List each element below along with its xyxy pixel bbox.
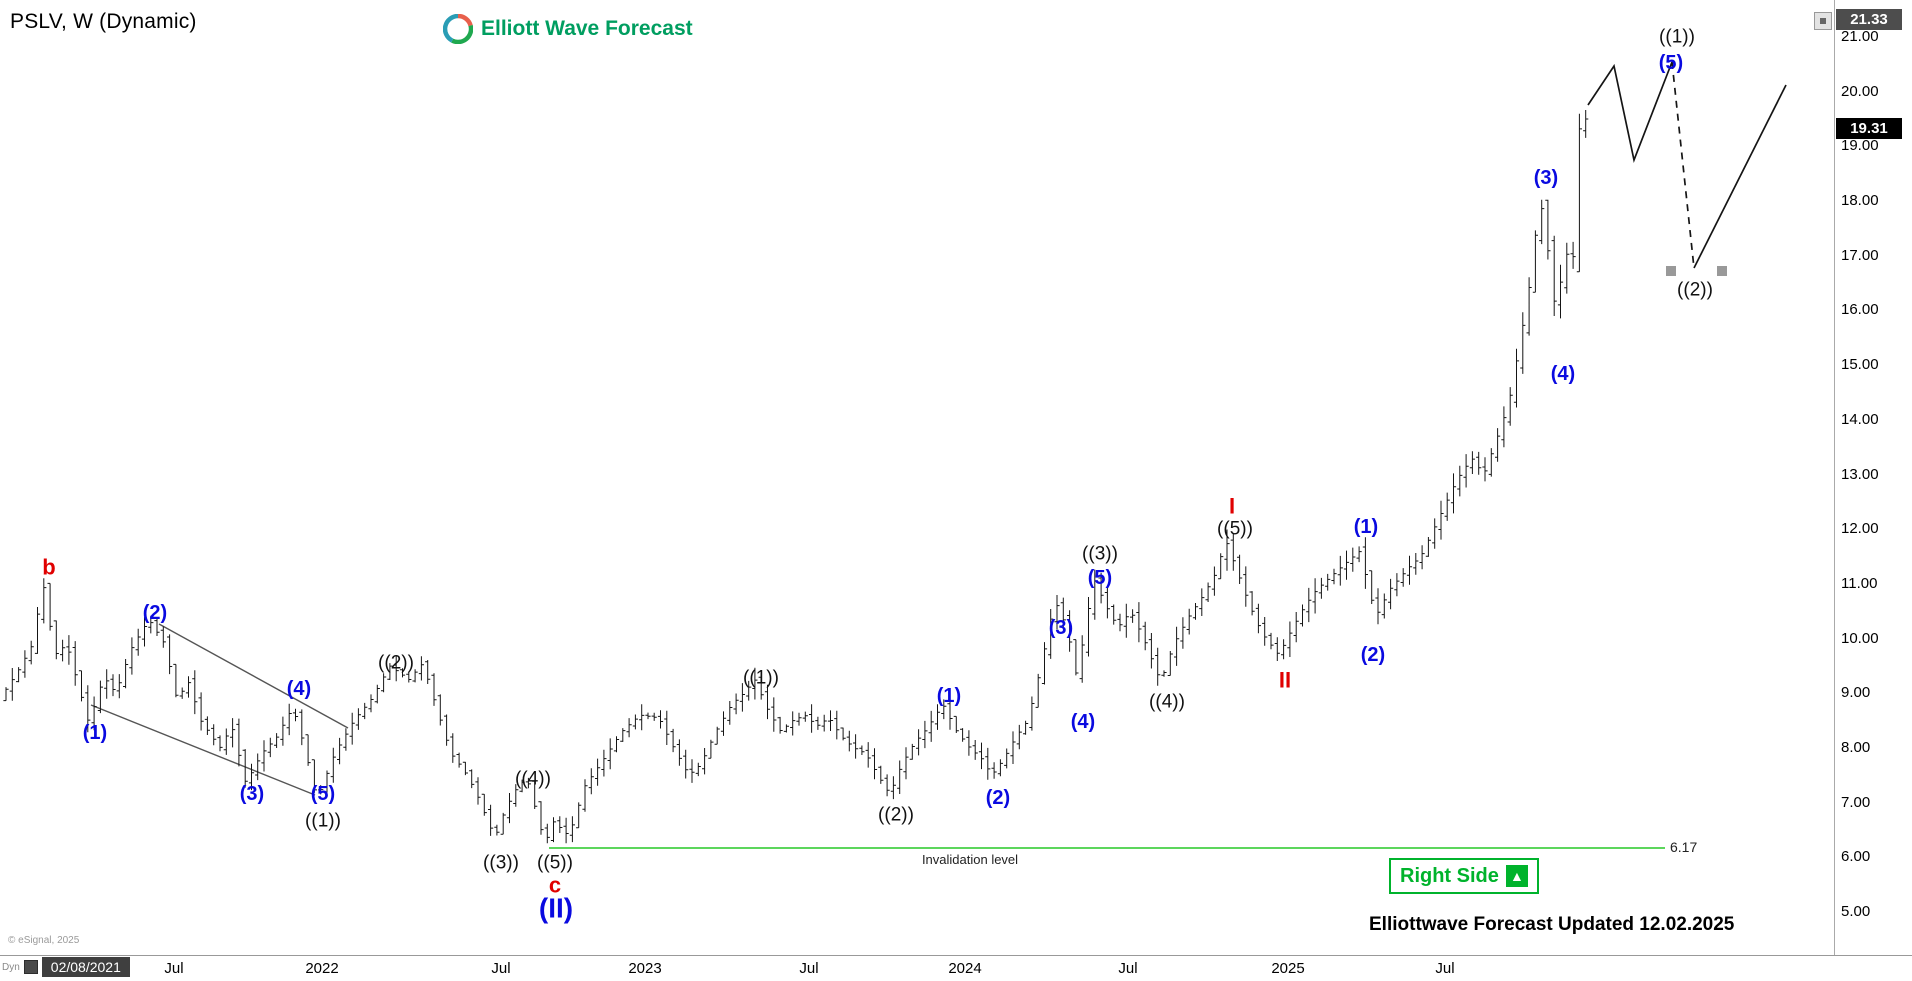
calendar-icon[interactable] <box>23 960 38 974</box>
invalidation-price-label: 6.17 <box>1670 839 1698 855</box>
price-tick-label: 18.00 <box>1841 192 1879 210</box>
wave-label[interactable]: b <box>42 555 55 580</box>
price-scale-menu-glyph <box>1820 18 1826 24</box>
brand-name: Elliott Wave Forecast <box>481 17 693 40</box>
wave-label[interactable]: (2) <box>986 787 1010 809</box>
time-tick-label: Jul <box>1118 960 1138 977</box>
invalidation-label: Invalidation level <box>921 852 1019 867</box>
price-tick-label: 19.00 <box>1841 137 1879 155</box>
projected-path[interactable] <box>1587 61 1673 163</box>
line-handle[interactable] <box>1666 266 1676 276</box>
wave-label[interactable]: I <box>1229 494 1235 519</box>
price-tick-label: 9.00 <box>1841 684 1871 702</box>
time-tick-label: 2022 <box>305 960 339 977</box>
wave-label[interactable]: (1) <box>937 685 961 707</box>
right-side-label: Right Side <box>1400 864 1499 887</box>
wave-label[interactable]: (1) <box>83 722 107 744</box>
price-axis[interactable]: 21.33 19.31 21.00 20.00 19.00 18.00 17.00 16.… <box>1834 0 1912 955</box>
up-arrow-icon: ▲ <box>1505 865 1528 887</box>
price-tick-label: 11.00 <box>1841 574 1878 592</box>
wave-label[interactable]: (2) <box>1361 644 1385 666</box>
brand-logo-icon <box>443 14 473 44</box>
wave-label[interactable]: (4) <box>287 678 311 700</box>
wave-label[interactable]: c <box>549 873 561 898</box>
ohlc-bars <box>3 110 1589 844</box>
wave-label[interactable]: ((2)) <box>878 805 914 826</box>
symbol-title: PSLV, W (Dynamic) <box>10 10 197 33</box>
wave-label[interactable]: (5) <box>1088 567 1112 589</box>
wave-label[interactable]: (II) <box>539 893 573 924</box>
time-tick-label: 2025 <box>1271 960 1305 977</box>
dynamic-mode-label[interactable]: Dyn <box>2 961 20 973</box>
price-tick-label: 17.00 <box>1841 246 1879 264</box>
price-tick-label: 7.00 <box>1841 793 1871 811</box>
wave-label[interactable]: ((2)) <box>378 653 414 674</box>
start-date-badge[interactable]: 02/08/2021 <box>41 957 130 977</box>
wave-label[interactable]: (3) <box>1534 167 1558 189</box>
wave-label[interactable]: ((1)) <box>743 668 779 689</box>
right-side-badge: Right Side ▲ <box>1389 858 1539 894</box>
time-tick-label: Jul <box>164 960 184 977</box>
update-note: Elliottwave Forecast Updated 12.02.2025 <box>1369 914 1735 935</box>
wave-label[interactable]: ((1)) <box>305 811 341 832</box>
wave-label[interactable]: ((2)) <box>1677 280 1713 301</box>
time-axis[interactable]: Dyn 02/08/2021 Jul 2022 Jul 2023 Jul 2024 Jul 2… <box>0 955 1912 981</box>
time-tick-label: Jul <box>1435 960 1455 977</box>
copyright-note: © eSignal, 2025 <box>8 935 80 946</box>
price-tick-label: 6.00 <box>1841 848 1871 866</box>
wave-label[interactable]: II <box>1279 668 1291 693</box>
wave-label[interactable]: ((4)) <box>515 769 551 790</box>
time-tick-label: Jul <box>491 960 511 977</box>
trend-channel-line[interactable] <box>90 704 316 796</box>
wave-label[interactable]: (2) <box>143 602 167 624</box>
last-price-badge: 19.31 <box>1836 118 1902 140</box>
price-scale-menu-icon[interactable] <box>1814 12 1832 30</box>
wave-label[interactable]: ((5)) <box>1217 519 1253 540</box>
wave-label[interactable]: (4) <box>1551 363 1575 385</box>
time-tick-label: 2024 <box>948 960 982 977</box>
price-tick-label: 16.00 <box>1841 301 1879 319</box>
wave-label[interactable]: (3) <box>1049 617 1073 639</box>
trend-channel-line[interactable] <box>158 623 349 729</box>
wave-label[interactable]: ((4)) <box>1149 692 1185 713</box>
price-tick-label: 15.00 <box>1841 356 1879 374</box>
wave-label[interactable]: ((1)) <box>1659 27 1695 48</box>
wave-label[interactable]: (5) <box>311 783 335 805</box>
wave-label[interactable]: (3) <box>240 783 264 805</box>
price-tick-label: 12.00 <box>1841 520 1879 538</box>
price-tick-label: 20.00 <box>1841 82 1879 100</box>
wave-label[interactable]: (4) <box>1071 711 1095 733</box>
time-axis-controls: Dyn 02/08/2021 <box>2 957 130 977</box>
high-price-badge: 21.33 <box>1836 9 1902 30</box>
time-tick-label: Jul <box>799 960 819 977</box>
price-tick-label: 8.00 <box>1841 738 1871 756</box>
wave-label[interactable]: ((3)) <box>1082 544 1118 565</box>
wave-label[interactable]: (1) <box>1354 516 1378 538</box>
price-tick-label: 5.00 <box>1841 903 1871 920</box>
wave-label[interactable]: (5) <box>1659 52 1683 74</box>
price-tick-label: 10.00 <box>1841 629 1879 647</box>
price-tick-label: 13.00 <box>1841 465 1879 483</box>
wave-label[interactable]: ((3)) <box>483 853 519 874</box>
projected-path-dashed[interactable] <box>1671 61 1695 269</box>
price-tick-label: 21.00 <box>1841 28 1879 45</box>
brand-watermark: Elliott Wave Forecast <box>443 14 693 44</box>
projected-path[interactable] <box>1693 84 1787 269</box>
wave-label[interactable]: ((5)) <box>537 853 573 874</box>
time-tick-label: 2023 <box>628 960 662 977</box>
price-tick-label: 14.00 <box>1841 410 1879 428</box>
line-handle[interactable] <box>1717 266 1727 276</box>
